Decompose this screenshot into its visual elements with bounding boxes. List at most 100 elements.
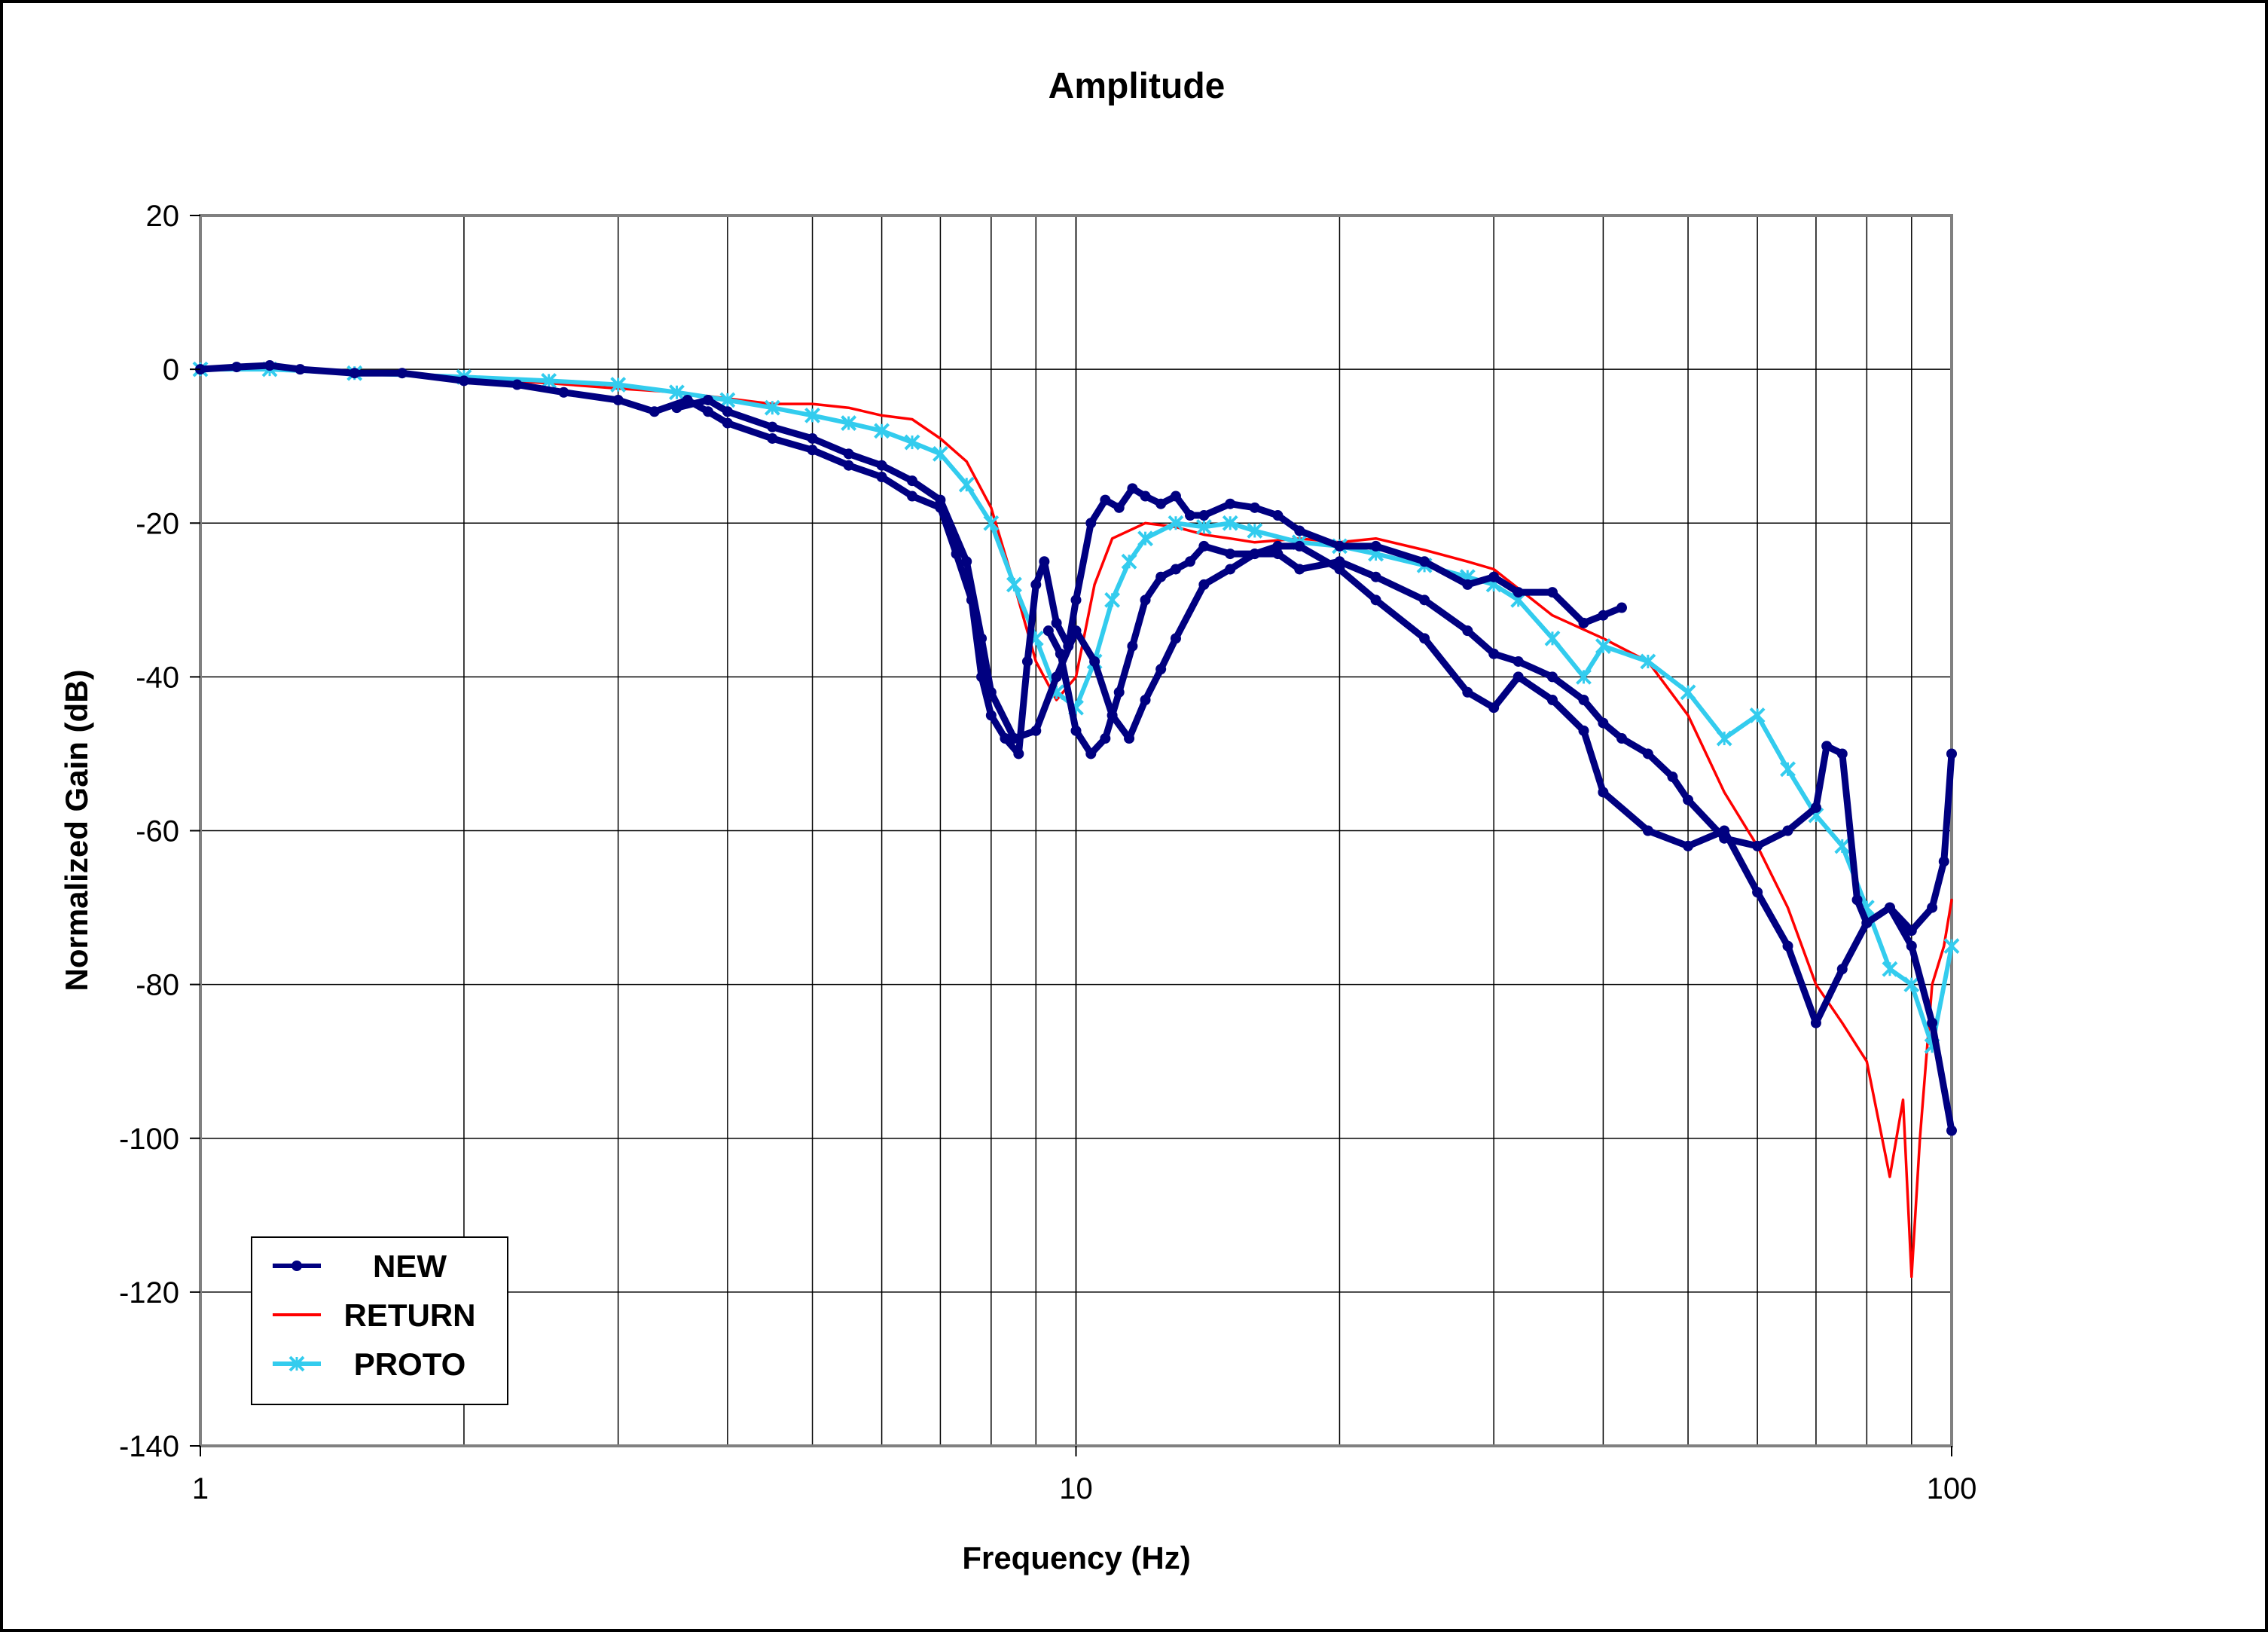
data-point-proto — [1680, 684, 1696, 701]
data-point-new — [1070, 725, 1082, 736]
data-point-proto — [1640, 653, 1656, 670]
y-tick-label: 0 — [163, 353, 179, 387]
data-point-new — [1051, 617, 1062, 628]
data-point-new — [1683, 840, 1694, 851]
data-point-new — [458, 375, 469, 387]
chart-title: Amplitude — [1049, 66, 1226, 106]
data-point-new — [1051, 671, 1062, 683]
data-point-new — [1616, 733, 1628, 744]
data-point-new — [1782, 940, 1793, 952]
data-point-proto — [1121, 553, 1137, 570]
data-point-new — [1000, 733, 1011, 744]
data-point-new — [1021, 656, 1033, 667]
data-point-new — [1030, 725, 1042, 736]
data-point-new — [907, 490, 918, 502]
data-point-new — [1294, 564, 1305, 575]
data-point-new — [767, 432, 778, 444]
data-point-new — [1013, 748, 1024, 759]
data-point-new — [976, 671, 987, 683]
data-point-new — [985, 710, 997, 721]
data-point-new — [1294, 540, 1305, 552]
series-layer — [192, 360, 1960, 1279]
data-point-new — [1851, 894, 1863, 906]
data-point-new — [1039, 556, 1050, 567]
data-point-new — [1070, 625, 1082, 637]
data-point-new — [876, 460, 887, 471]
x-tick-label: 1 — [192, 1472, 209, 1505]
data-point-proto — [669, 384, 685, 401]
data-point-proto — [1749, 707, 1766, 723]
data-point-new — [1225, 564, 1236, 575]
data-point-new — [1719, 825, 1730, 836]
data-point-new — [671, 402, 682, 414]
data-point-new — [1419, 556, 1430, 567]
data-point-new — [1113, 502, 1125, 513]
legend: NEW RETURN PROTO — [251, 1236, 508, 1405]
y-tick-label: -40 — [136, 661, 179, 694]
data-point-new — [1462, 625, 1473, 637]
data-point-new — [1100, 494, 1111, 506]
data-point-new — [1821, 741, 1833, 752]
data-point-new — [1127, 483, 1138, 494]
data-point-new — [1861, 917, 1873, 928]
data-point-proto — [804, 407, 820, 423]
data-point-new — [1085, 748, 1097, 759]
data-point-new — [1546, 671, 1558, 683]
data-point-new — [1642, 825, 1653, 836]
data-point-new — [807, 432, 818, 444]
data-point-new — [1598, 787, 1609, 798]
y-tick-label: 20 — [146, 200, 180, 233]
data-point-new — [1462, 686, 1473, 698]
legend-item-proto: PROTO — [273, 1346, 466, 1382]
data-point-new — [1170, 490, 1181, 502]
data-point-new — [1578, 617, 1589, 628]
data-point-new — [1927, 1017, 1938, 1028]
data-point-new — [1578, 725, 1589, 736]
data-point-new — [722, 417, 733, 429]
data-point-new — [558, 387, 569, 398]
data-point-new — [1085, 518, 1097, 529]
data-point-new — [649, 406, 660, 417]
series-line-new — [1045, 542, 1955, 934]
data-point-new — [1546, 694, 1558, 705]
data-point-new — [1462, 579, 1473, 590]
data-point-new — [935, 494, 946, 506]
y-axis-label: Normalized Gain (dB) — [59, 669, 94, 991]
data-point-proto — [1168, 515, 1184, 531]
data-point-new — [1185, 510, 1196, 521]
data-point-proto — [1943, 938, 1960, 955]
data-point-new — [1249, 549, 1260, 560]
series-line-return — [199, 368, 1953, 1279]
data-point-proto — [1104, 591, 1121, 608]
data-point-new — [511, 379, 523, 390]
data-point-new — [843, 448, 854, 460]
data-point-new — [1419, 633, 1430, 644]
data-point-new — [1752, 840, 1763, 851]
data-point-new — [1155, 664, 1167, 675]
data-point-new — [1946, 748, 1957, 759]
data-point-new — [1488, 702, 1500, 714]
data-point-new — [1225, 549, 1236, 560]
data-point-proto — [958, 476, 975, 493]
data-point-new — [1009, 733, 1020, 744]
data-point-new — [876, 472, 887, 483]
data-point-proto — [1882, 961, 1898, 977]
data-point-new — [231, 362, 243, 373]
data-point-new — [1683, 794, 1694, 805]
data-point-proto — [983, 515, 1000, 531]
data-point-new — [722, 406, 733, 417]
data-point-new — [1272, 540, 1284, 552]
data-point-proto — [1247, 523, 1263, 539]
data-point-new — [1042, 625, 1054, 637]
data-point-new — [1370, 571, 1381, 582]
data-point-proto — [874, 423, 890, 439]
data-point-proto — [1595, 638, 1611, 654]
data-point-new — [843, 460, 854, 471]
data-point-proto — [541, 373, 557, 389]
legend-label: PROTO — [354, 1346, 466, 1382]
data-point-new — [264, 360, 276, 371]
data-point-proto — [1834, 838, 1851, 854]
data-point-new — [1782, 825, 1793, 836]
data-point-new — [1906, 940, 1917, 952]
data-point-new — [1938, 856, 1949, 867]
